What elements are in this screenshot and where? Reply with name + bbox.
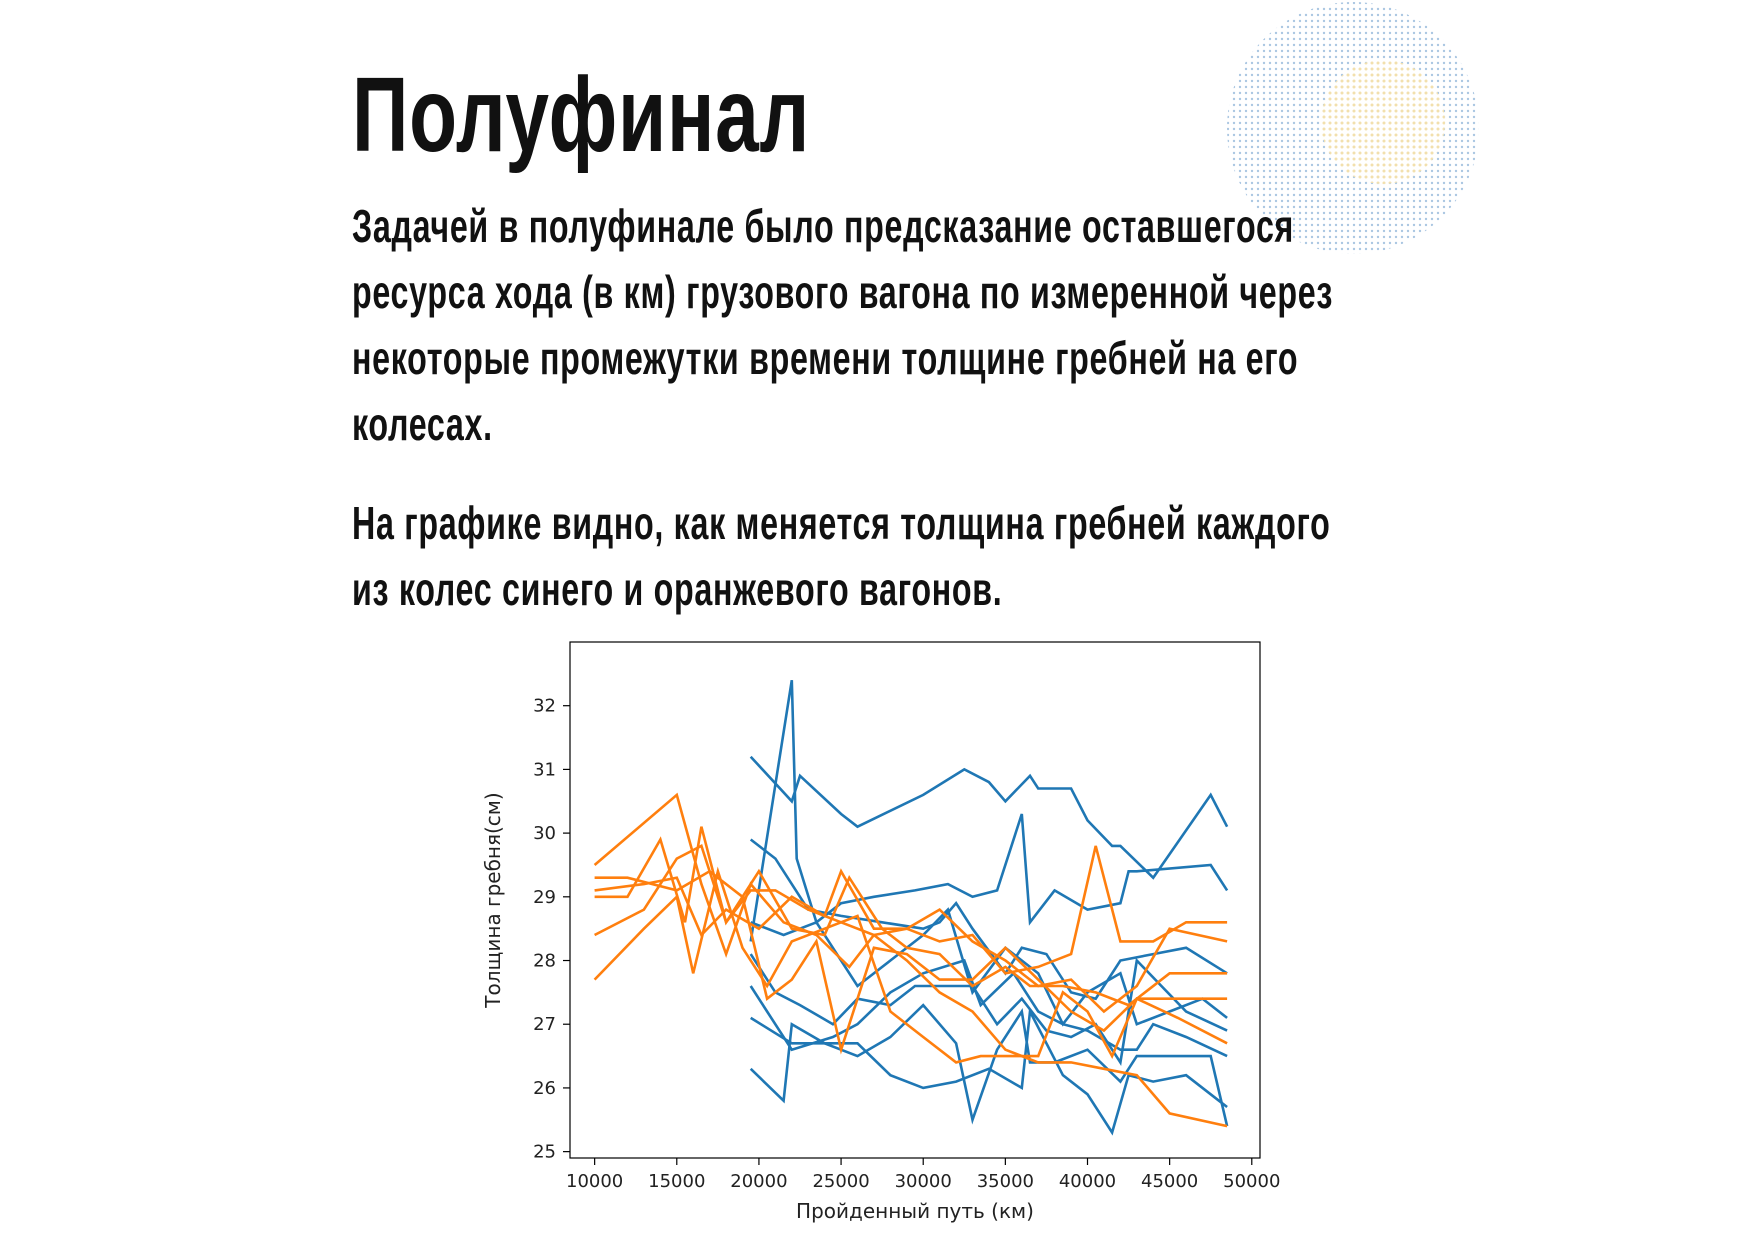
series-line-orange-13 xyxy=(593,866,1228,1064)
x-tick-label: 40000 xyxy=(1059,1171,1116,1192)
y-tick-label: 31 xyxy=(533,759,556,780)
slide-title: Полуфинал xyxy=(352,56,811,174)
x-tick-label: 45000 xyxy=(1141,1171,1198,1192)
y-tick-label: 30 xyxy=(533,823,556,844)
y-tick-label: 27 xyxy=(533,1014,556,1035)
y-tick-label: 32 xyxy=(533,696,556,717)
plot-frame xyxy=(569,641,1261,1159)
series-line-blue-1 xyxy=(749,755,1229,880)
chart-caption-paragraph: На графике видно, как меняется толщина г… xyxy=(352,497,1331,615)
series-line-orange-9 xyxy=(593,792,1228,975)
x-tick-label: 25000 xyxy=(812,1171,869,1192)
y-tick-label: 28 xyxy=(533,951,556,972)
y-axis: 25 26 27 28 29 30 31 32 xyxy=(533,696,570,1163)
series-line-orange-11 xyxy=(594,826,1228,1007)
series-line-orange-10 xyxy=(594,868,1228,1014)
x-tick-label: 10000 xyxy=(566,1171,623,1192)
x-tick-label: 20000 xyxy=(730,1171,787,1192)
series-line-orange-12 xyxy=(594,869,1228,1055)
series-line-blue-2 xyxy=(749,679,1229,942)
y-tick-label: 26 xyxy=(533,1078,556,1099)
series-line-blue-7 xyxy=(749,1003,1229,1127)
x-axis-label: Пройденный путь (км) xyxy=(796,1199,1034,1223)
plot-lines xyxy=(593,679,1229,1136)
y-tick-label: 29 xyxy=(533,887,556,908)
y-axis-label: Толщина гребня(см) xyxy=(481,792,505,1008)
series-line-blue-6 xyxy=(749,953,1228,1066)
series-line-orange-14 xyxy=(594,844,1228,1128)
y-tick-label: 25 xyxy=(533,1142,556,1163)
flange-thickness-line-chart: 10000 15000 20000 25000 30000 35000 40000 45000… xyxy=(481,641,1280,1223)
series-line-blue-8 xyxy=(750,1007,1228,1136)
decorative-dotted-circle xyxy=(1227,2,1479,254)
x-tick-label: 15000 xyxy=(648,1171,705,1192)
series-line-blue-5 xyxy=(749,958,1228,1058)
x-axis: 10000 15000 20000 25000 30000 35000 40000 45000… xyxy=(566,1158,1280,1192)
x-tick-label: 50000 xyxy=(1223,1171,1280,1192)
x-tick-label: 30000 xyxy=(895,1171,952,1192)
description-paragraph: Задачей в полуфинале было предсказание о… xyxy=(352,200,1334,450)
x-tick-label: 35000 xyxy=(977,1171,1034,1192)
